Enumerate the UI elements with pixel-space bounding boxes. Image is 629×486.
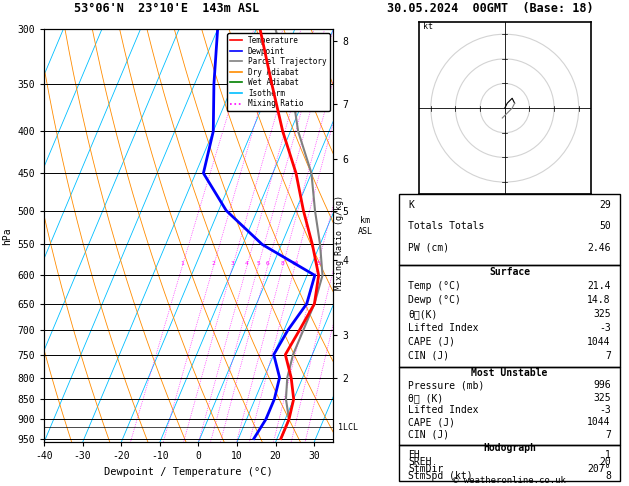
Text: 7: 7	[605, 351, 611, 361]
Legend: Temperature, Dewpoint, Parcel Trajectory, Dry Adiabat, Wet Adiabat, Isotherm, Mi: Temperature, Dewpoint, Parcel Trajectory…	[227, 33, 330, 111]
Text: 20: 20	[599, 457, 611, 467]
Text: Hodograph: Hodograph	[483, 443, 536, 453]
Text: Lifted Index: Lifted Index	[408, 405, 479, 415]
Text: 10: 10	[291, 261, 299, 266]
Text: 4: 4	[245, 261, 248, 266]
Text: Dewp (°C): Dewp (°C)	[408, 295, 461, 305]
Text: 30.05.2024  00GMT  (Base: 18): 30.05.2024 00GMT (Base: 18)	[387, 2, 594, 16]
Text: CIN (J): CIN (J)	[408, 351, 449, 361]
X-axis label: Dewpoint / Temperature (°C): Dewpoint / Temperature (°C)	[104, 467, 273, 477]
Text: StmSpd (kt): StmSpd (kt)	[408, 470, 473, 481]
Text: 1044: 1044	[587, 337, 611, 347]
Text: 21.4: 21.4	[587, 281, 611, 291]
Text: StmDir: StmDir	[408, 464, 443, 474]
Text: Most Unstable: Most Unstable	[471, 368, 548, 378]
Text: Surface: Surface	[489, 267, 530, 277]
Text: Mixing Ratio (g/kg): Mixing Ratio (g/kg)	[335, 195, 344, 291]
Text: 15: 15	[314, 261, 321, 266]
Text: 5: 5	[256, 261, 260, 266]
Text: CAPE (J): CAPE (J)	[408, 337, 455, 347]
Text: 3: 3	[231, 261, 235, 266]
Text: 996: 996	[593, 381, 611, 390]
Text: SREH: SREH	[408, 457, 431, 467]
Text: K: K	[408, 200, 414, 210]
Text: 7: 7	[605, 430, 611, 440]
Text: Lifted Index: Lifted Index	[408, 323, 479, 333]
Y-axis label: hPa: hPa	[2, 227, 12, 244]
Text: θᴇ (K): θᴇ (K)	[408, 393, 443, 403]
Text: 6: 6	[265, 261, 269, 266]
Text: 8: 8	[605, 470, 611, 481]
Text: EH: EH	[408, 450, 420, 460]
Text: © weatheronline.co.uk: © weatheronline.co.uk	[453, 475, 566, 485]
Text: 207°: 207°	[587, 464, 611, 474]
Text: 50: 50	[599, 222, 611, 231]
Y-axis label: km
ASL: km ASL	[357, 216, 372, 236]
Text: CIN (J): CIN (J)	[408, 430, 449, 440]
Text: 2.46: 2.46	[587, 243, 611, 253]
Text: 29: 29	[599, 200, 611, 210]
Text: 325: 325	[593, 393, 611, 403]
Text: Pressure (mb): Pressure (mb)	[408, 381, 484, 390]
Text: 8: 8	[281, 261, 285, 266]
Text: CAPE (J): CAPE (J)	[408, 417, 455, 428]
Text: kt: kt	[423, 22, 433, 31]
Text: θᴇ(K): θᴇ(K)	[408, 309, 438, 319]
Text: 53°06'N  23°10'E  143m ASL: 53°06'N 23°10'E 143m ASL	[74, 2, 259, 16]
Text: 325: 325	[593, 309, 611, 319]
Text: 1: 1	[605, 450, 611, 460]
Text: 14.8: 14.8	[587, 295, 611, 305]
Text: PW (cm): PW (cm)	[408, 243, 449, 253]
Text: 2: 2	[211, 261, 215, 266]
Text: 1: 1	[181, 261, 184, 266]
Text: Totals Totals: Totals Totals	[408, 222, 484, 231]
Text: 1LCL: 1LCL	[338, 423, 357, 432]
Text: Temp (°C): Temp (°C)	[408, 281, 461, 291]
Text: -3: -3	[599, 323, 611, 333]
Text: 1044: 1044	[587, 417, 611, 428]
Text: -3: -3	[599, 405, 611, 415]
